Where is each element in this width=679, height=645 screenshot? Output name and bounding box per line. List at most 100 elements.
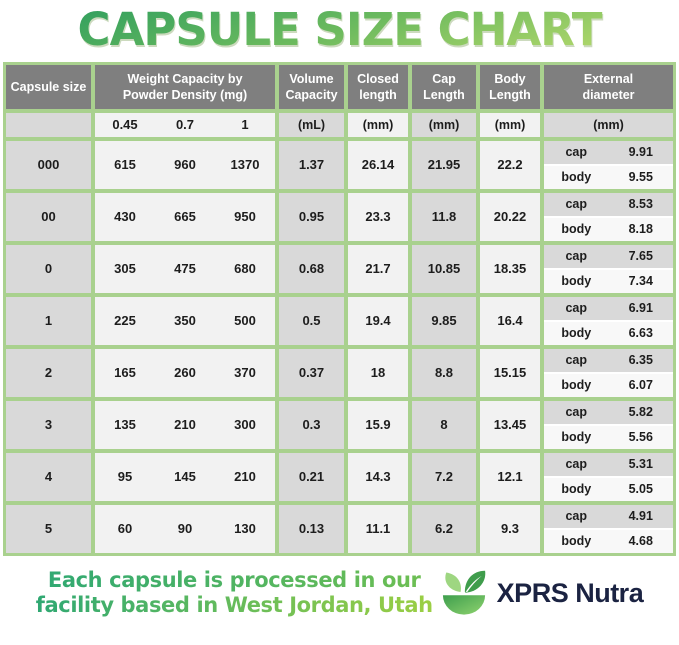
weight-value: 500	[234, 313, 256, 329]
row-volume-capacity: 1.37	[279, 140, 344, 189]
external-body-label: body	[561, 222, 592, 237]
external-cap-label: cap	[565, 197, 588, 212]
row-cap-length: 21.95	[412, 140, 476, 189]
row-external-diameter: cap 9.91 body 9.55	[544, 140, 673, 189]
subheader-densities: 0.45 0.7 1	[95, 112, 275, 137]
external-cap-band: cap 4.91	[544, 504, 673, 528]
row-weight-capacities: 305 475 680	[95, 244, 275, 293]
subheader-cap-unit: (mm)	[412, 112, 476, 137]
row-external-diameter: cap 5.31 body 5.05	[544, 452, 673, 501]
weight-value: 475	[174, 261, 196, 277]
row-cap-length: 8.8	[412, 348, 476, 397]
external-cap-label: cap	[565, 509, 588, 524]
external-cap-label: cap	[565, 145, 588, 160]
weight-value: 305	[114, 261, 136, 277]
weight-value: 165	[114, 365, 136, 381]
footer: Each capsule is processed in our facilit…	[0, 565, 679, 622]
row-external-diameter: cap 6.35 body 6.07	[544, 348, 673, 397]
external-body-label: body	[561, 274, 592, 289]
external-cap-label: cap	[565, 457, 588, 472]
row-closed-length: 11.1	[348, 504, 408, 553]
brand-logo: XPRS Nutra	[437, 565, 644, 622]
row-external-diameter: cap 5.82 body 5.56	[544, 400, 673, 449]
external-cap-band: cap 6.91	[544, 296, 673, 320]
density-value: 0.7	[175, 117, 195, 133]
brand-name: XPRS Nutra	[496, 577, 644, 608]
footer-note-line1: Each capsule is processed in our	[36, 568, 433, 593]
external-cap-value: 5.31	[628, 457, 653, 472]
row-capsule-size: 000	[6, 140, 91, 189]
density-value: 0.45	[112, 117, 138, 133]
external-cap-band: cap 5.82	[544, 400, 673, 424]
row-cap-length: 10.85	[412, 244, 476, 293]
external-cap-label: cap	[565, 405, 588, 420]
external-body-band: body 6.07	[544, 373, 673, 397]
density-value: 1	[241, 117, 249, 133]
header-body-length: Body Length	[480, 64, 540, 109]
external-body-label: body	[561, 170, 592, 185]
external-cap-value: 8.53	[628, 197, 653, 212]
row-capsule-size: 1	[6, 296, 91, 345]
external-cap-value: 7.65	[628, 249, 653, 264]
external-body-band: body 9.55	[544, 165, 673, 189]
row-body-length: 15.15	[480, 348, 540, 397]
row-weight-capacities: 430 665 950	[95, 192, 275, 241]
row-cap-length: 7.2	[412, 452, 476, 501]
row-closed-length: 15.9	[348, 400, 408, 449]
row-body-length: 9.3	[480, 504, 540, 553]
row-body-length: 22.2	[480, 140, 540, 189]
external-body-label: body	[561, 326, 592, 341]
external-body-value: 6.07	[628, 378, 653, 393]
external-body-value: 9.55	[628, 170, 653, 185]
weight-value: 210	[234, 469, 256, 485]
external-body-value: 6.63	[628, 326, 653, 341]
row-closed-length: 18	[348, 348, 408, 397]
weight-value: 370	[234, 365, 256, 381]
row-volume-capacity: 0.3	[279, 400, 344, 449]
weight-value: 300	[234, 417, 256, 433]
row-body-length: 13.45	[480, 400, 540, 449]
row-body-length: 20.22	[480, 192, 540, 241]
weight-value: 615	[114, 157, 136, 173]
external-body-band: body 5.05	[544, 477, 673, 501]
external-cap-value: 5.82	[628, 405, 653, 420]
external-body-value: 4.68	[628, 534, 653, 549]
row-weight-capacities: 165 260 370	[95, 348, 275, 397]
row-volume-capacity: 0.37	[279, 348, 344, 397]
external-body-band: body 5.56	[544, 425, 673, 449]
external-cap-value: 6.35	[628, 353, 653, 368]
row-external-diameter: cap 7.65 body 7.34	[544, 244, 673, 293]
header-weight-capacity: Weight Capacity by Powder Density (mg)	[95, 64, 275, 109]
row-volume-capacity: 0.68	[279, 244, 344, 293]
external-body-label: body	[561, 430, 592, 445]
external-body-label: body	[561, 534, 592, 549]
weight-value: 260	[174, 365, 196, 381]
weight-value: 430	[114, 209, 136, 225]
row-body-length: 12.1	[480, 452, 540, 501]
external-cap-band: cap 6.35	[544, 348, 673, 372]
weight-value: 210	[174, 417, 196, 433]
external-body-value: 5.05	[628, 482, 653, 497]
external-body-band: body 7.34	[544, 269, 673, 293]
row-closed-length: 14.3	[348, 452, 408, 501]
subheader-empty	[6, 112, 91, 137]
header-capsule-size: Capsule size	[6, 64, 91, 109]
footer-note: Each capsule is processed in our facilit…	[36, 568, 433, 618]
row-external-diameter: cap 8.53 body 8.18	[544, 192, 673, 241]
external-body-band: body 8.18	[544, 217, 673, 241]
external-cap-value: 4.91	[628, 509, 653, 524]
subheader-body-unit: (mm)	[480, 112, 540, 137]
header-external-diameter: External diameter	[544, 64, 673, 109]
weight-value: 95	[117, 469, 133, 485]
row-capsule-size: 0	[6, 244, 91, 293]
page: CAPSULE SIZE CHART Capsule size Weight C…	[0, 4, 679, 645]
external-cap-value: 6.91	[628, 301, 653, 316]
external-body-label: body	[561, 378, 592, 393]
external-cap-band: cap 9.91	[544, 140, 673, 164]
row-volume-capacity: 0.95	[279, 192, 344, 241]
external-body-value: 8.18	[628, 222, 653, 237]
row-external-diameter: cap 4.91 body 4.68	[544, 504, 673, 553]
header-volume-capacity: Volume Capacity	[279, 64, 344, 109]
weight-value: 90	[177, 521, 193, 537]
external-body-value: 5.56	[628, 430, 653, 445]
